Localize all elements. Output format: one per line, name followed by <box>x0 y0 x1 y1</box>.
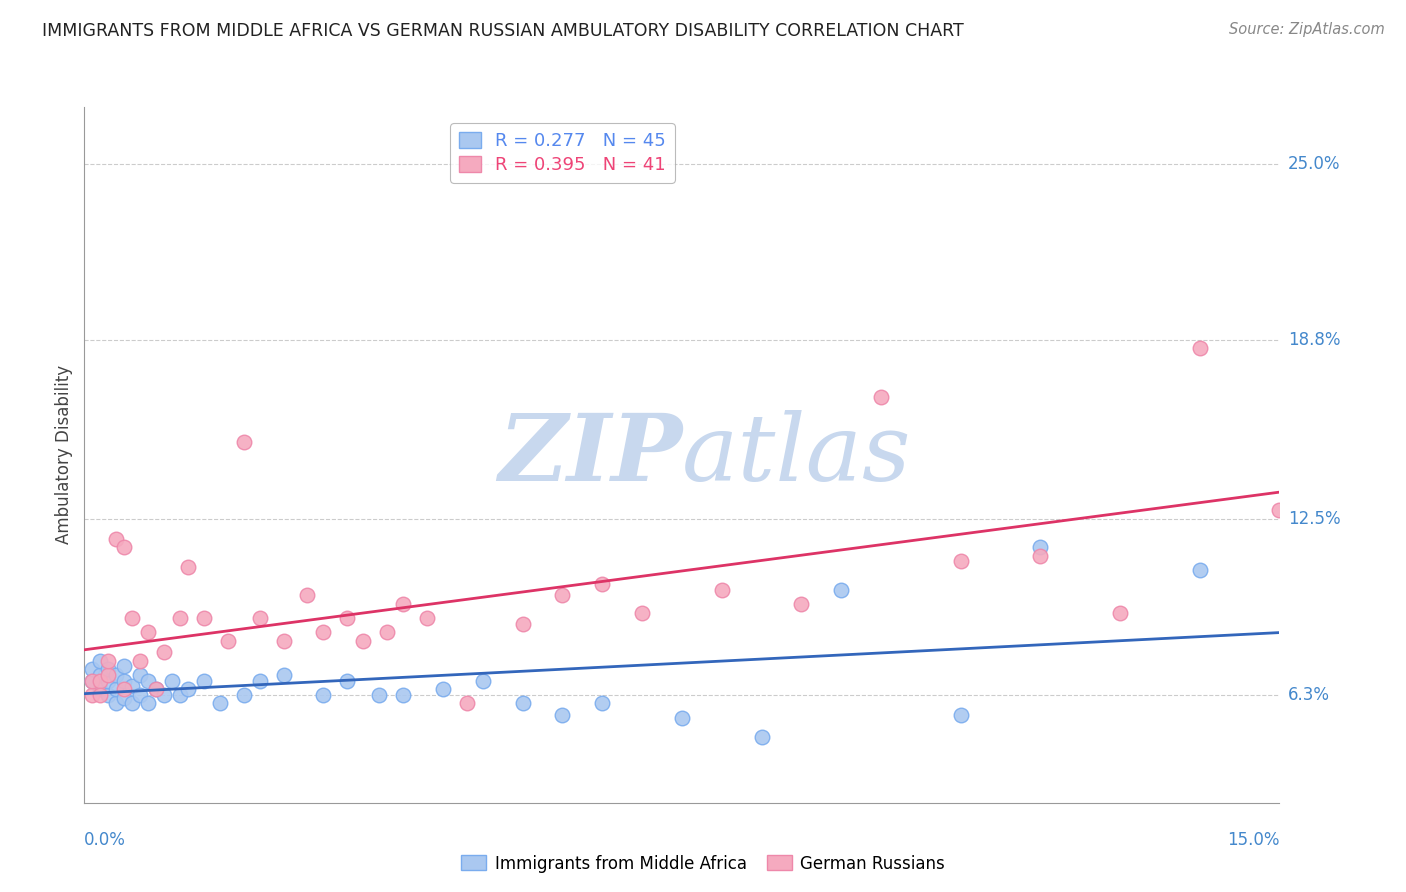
Point <box>392 597 415 611</box>
Point <box>1029 549 1052 563</box>
Point <box>112 540 135 554</box>
Point <box>297 589 319 603</box>
Point <box>273 668 295 682</box>
Text: 12.5%: 12.5% <box>1288 510 1340 528</box>
Point <box>1109 606 1132 620</box>
Point <box>121 679 143 693</box>
Point <box>136 697 159 711</box>
Text: 15.0%: 15.0% <box>1227 830 1279 848</box>
Point <box>1029 540 1052 554</box>
Point <box>97 654 120 668</box>
Point <box>105 697 128 711</box>
Point <box>121 611 143 625</box>
Point <box>145 682 167 697</box>
Point <box>112 690 135 705</box>
Point <box>89 688 111 702</box>
Point <box>97 688 120 702</box>
Point <box>471 673 494 688</box>
Point <box>392 688 415 702</box>
Point <box>512 697 534 711</box>
Point <box>145 682 167 697</box>
Point <box>89 668 111 682</box>
Point <box>1188 563 1211 577</box>
Point <box>129 688 152 702</box>
Point <box>1268 503 1291 517</box>
Point <box>105 682 128 697</box>
Point <box>368 688 391 702</box>
Point <box>751 731 773 745</box>
Point <box>949 707 972 722</box>
Point <box>129 654 152 668</box>
Y-axis label: Ambulatory Disability: Ambulatory Disability <box>55 366 73 544</box>
Point <box>336 611 359 625</box>
Point <box>591 577 613 591</box>
Point <box>710 582 733 597</box>
Point <box>112 673 135 688</box>
Point <box>232 688 254 702</box>
Point <box>153 688 176 702</box>
Point <box>352 634 374 648</box>
Point <box>89 654 111 668</box>
Legend: R = 0.277   N = 45, R = 0.395   N = 41: R = 0.277 N = 45, R = 0.395 N = 41 <box>450 123 675 183</box>
Point <box>160 673 183 688</box>
Point <box>312 688 335 702</box>
Point <box>551 589 574 603</box>
Point <box>790 597 813 611</box>
Point <box>232 435 254 450</box>
Point <box>153 645 176 659</box>
Point <box>82 662 104 676</box>
Point <box>193 611 215 625</box>
Point <box>97 673 120 688</box>
Point <box>121 697 143 711</box>
Point <box>671 710 693 724</box>
Point <box>217 634 239 648</box>
Point <box>112 682 135 697</box>
Point <box>169 611 191 625</box>
Text: Source: ZipAtlas.com: Source: ZipAtlas.com <box>1229 22 1385 37</box>
Point <box>416 611 439 625</box>
Point <box>512 616 534 631</box>
Point <box>136 625 159 640</box>
Point <box>375 625 398 640</box>
Point <box>97 662 120 676</box>
Point <box>177 682 200 697</box>
Point <box>208 697 231 711</box>
Point <box>870 390 893 404</box>
Point <box>551 707 574 722</box>
Point <box>830 582 852 597</box>
Text: 18.8%: 18.8% <box>1288 331 1340 349</box>
Point <box>273 634 295 648</box>
Point <box>249 673 271 688</box>
Point <box>949 554 972 568</box>
Point <box>456 697 478 711</box>
Point <box>112 659 135 673</box>
Text: atlas: atlas <box>682 410 911 500</box>
Point <box>82 673 104 688</box>
Legend: Immigrants from Middle Africa, German Russians: Immigrants from Middle Africa, German Ru… <box>454 848 952 880</box>
Point <box>97 668 120 682</box>
Text: 25.0%: 25.0% <box>1288 155 1340 173</box>
Point <box>312 625 335 640</box>
Point <box>129 668 152 682</box>
Point <box>89 673 111 688</box>
Text: 0.0%: 0.0% <box>84 830 127 848</box>
Point <box>136 673 159 688</box>
Point <box>82 688 104 702</box>
Text: 6.3%: 6.3% <box>1288 686 1330 704</box>
Point <box>105 668 128 682</box>
Point <box>193 673 215 688</box>
Point <box>249 611 271 625</box>
Point <box>1188 342 1211 356</box>
Text: ZIP: ZIP <box>498 410 682 500</box>
Point <box>336 673 359 688</box>
Text: IMMIGRANTS FROM MIDDLE AFRICA VS GERMAN RUSSIAN AMBULATORY DISABILITY CORRELATIO: IMMIGRANTS FROM MIDDLE AFRICA VS GERMAN … <box>42 22 965 40</box>
Point <box>631 606 654 620</box>
Point <box>89 682 111 697</box>
Point <box>432 682 454 697</box>
Point <box>169 688 191 702</box>
Point <box>105 532 128 546</box>
Point <box>82 673 104 688</box>
Point <box>591 697 613 711</box>
Point <box>177 560 200 574</box>
